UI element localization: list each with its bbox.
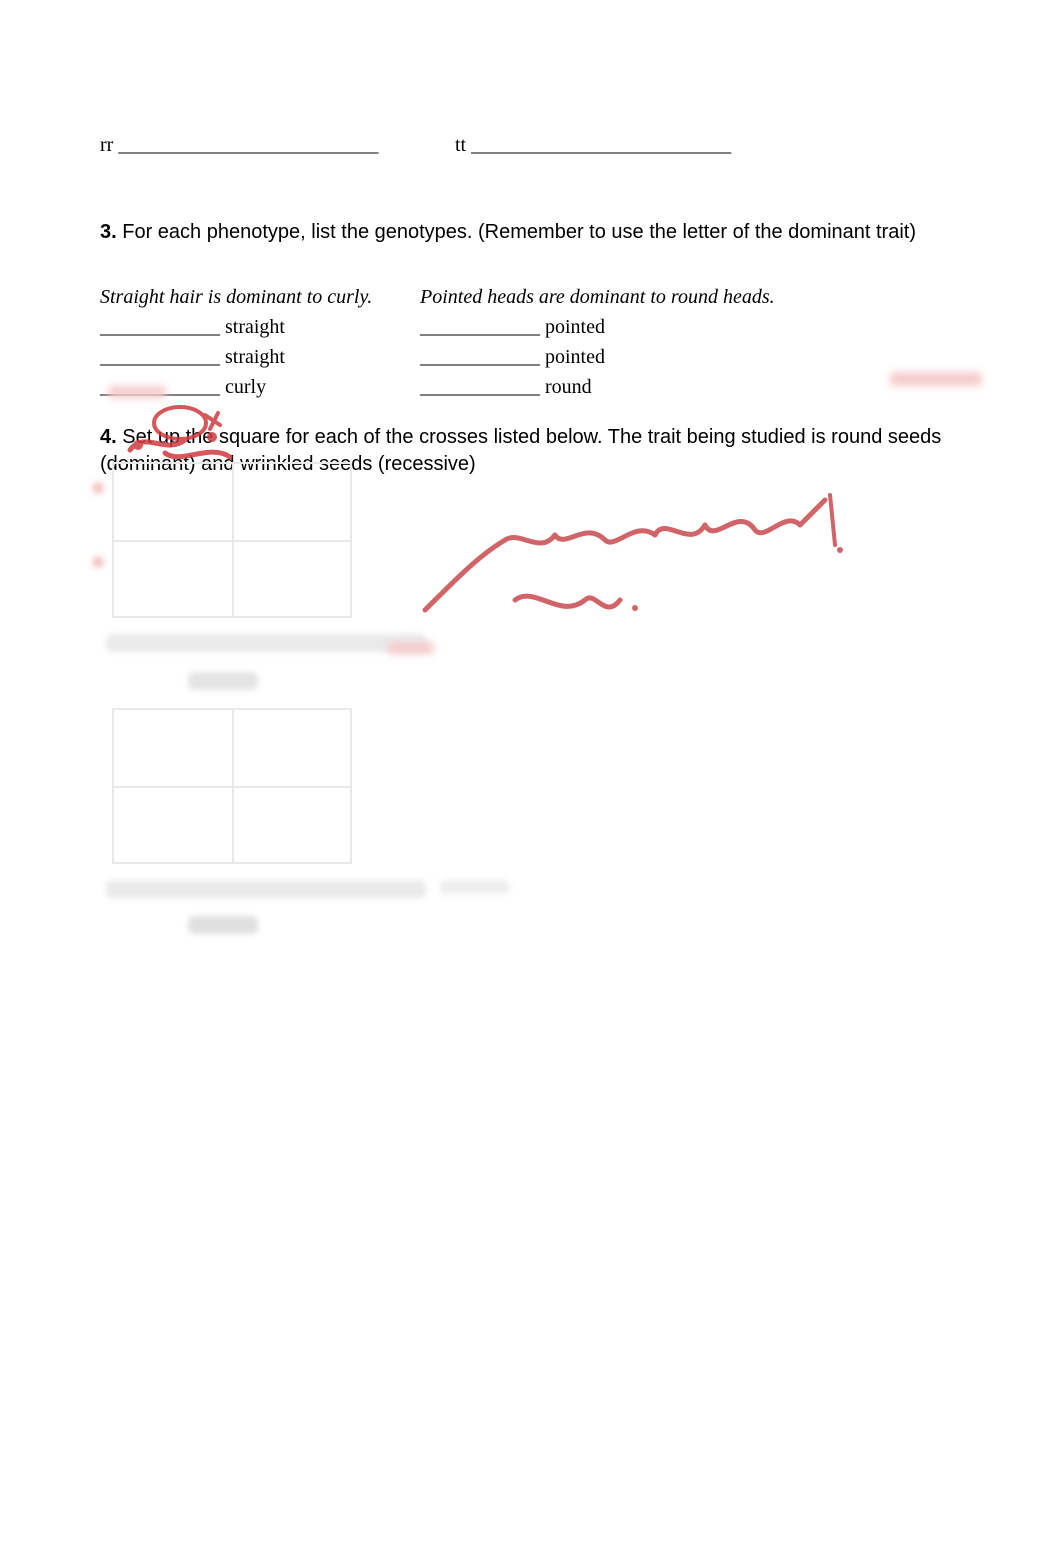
question-3-prompt: For each phenotype, list the genotypes. …: [117, 221, 916, 243]
red-tick-mark: [92, 556, 104, 568]
q3-left-item-2: ____________ straight: [100, 342, 420, 372]
blurred-text-line: [106, 880, 426, 898]
genotype-tt-prefix: tt: [455, 134, 466, 156]
punnett-1-vline: [232, 464, 234, 616]
q3-right-item-1: ____________ pointed: [420, 312, 840, 342]
genotype-rr-line: rr __________________________: [100, 130, 455, 160]
punnett-2-vline: [232, 710, 234, 862]
blurred-text-line: [188, 916, 258, 934]
genotype-tt-line: tt __________________________: [455, 130, 885, 160]
q3-left-label-1: straight: [220, 316, 285, 338]
q3-right-item-3: ____________ round: [420, 372, 840, 402]
question-3-body: Straight hair is dominant to curly. ____…: [100, 282, 962, 402]
q3-right-blank-1: ____________: [420, 316, 540, 338]
genotype-rr-prefix: rr: [100, 134, 113, 156]
q3-left-rule: Straight hair is dominant to curly.: [100, 282, 420, 312]
q3-right-blank-2: ____________: [420, 346, 540, 368]
genotype-tt-blank: __________________________: [466, 134, 731, 156]
q3-right-item-2: ____________ pointed: [420, 342, 840, 372]
q3-right-label-3: round: [540, 376, 592, 398]
q3-right-label-1: pointed: [540, 316, 605, 338]
blurred-text-line: [188, 672, 258, 690]
top-genotype-row: rr __________________________ tt _______…: [100, 130, 962, 160]
blurred-red-mark: [108, 386, 166, 398]
blurred-text-line: [106, 634, 426, 652]
q3-right-blank-3: ____________: [420, 376, 540, 398]
q3-right-rule: Pointed heads are dominant to round head…: [420, 282, 840, 312]
blurred-red-mark: [388, 642, 434, 654]
q3-left-label-2: straight: [220, 346, 285, 368]
genotype-rr-blank: __________________________: [113, 134, 378, 156]
q3-left-blank-2: ____________: [100, 346, 220, 368]
worksheet-page: rr __________________________ tt _______…: [0, 0, 1062, 1556]
blurred-text-line: [440, 880, 510, 894]
red-tick-mark: [92, 482, 104, 494]
question-3: 3. For each phenotype, list the genotype…: [100, 218, 962, 246]
q3-right-label-2: pointed: [540, 346, 605, 368]
handwriting-signature-icon: [420, 470, 890, 630]
q3-left-item-1: ____________ straight: [100, 312, 420, 342]
blurred-red-mark: [890, 372, 982, 386]
question-3-number: 3.: [100, 221, 117, 243]
q3-left-blank-1: ____________: [100, 316, 220, 338]
punnett-square-1: [112, 462, 352, 618]
punnett-square-2: [112, 708, 352, 864]
